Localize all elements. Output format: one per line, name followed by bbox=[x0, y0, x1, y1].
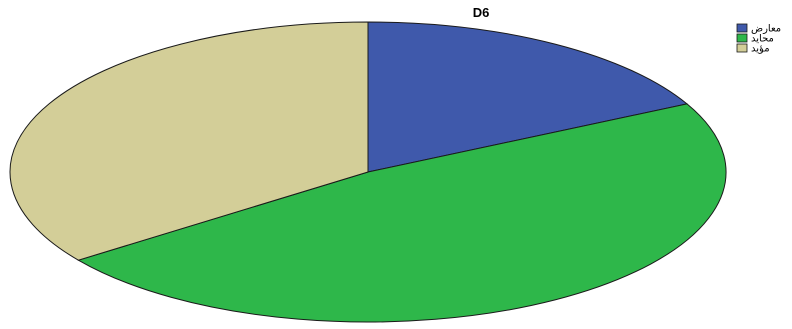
legend-label-3: مؤيد bbox=[751, 44, 770, 55]
pie-slice-1 bbox=[367, 21, 689, 173]
legend-swatch-3 bbox=[736, 43, 748, 53]
legend-swatch-2 bbox=[736, 33, 748, 43]
pie-slice-2 bbox=[77, 103, 727, 323]
legend-swatch-1 bbox=[736, 23, 748, 33]
pie-slices bbox=[9, 21, 727, 323]
chart-title: D6 bbox=[473, 5, 490, 20]
pie-slice-3 bbox=[9, 21, 369, 261]
legend-label-2: محايد bbox=[751, 34, 774, 45]
legend-label-1: معارض bbox=[751, 24, 781, 35]
